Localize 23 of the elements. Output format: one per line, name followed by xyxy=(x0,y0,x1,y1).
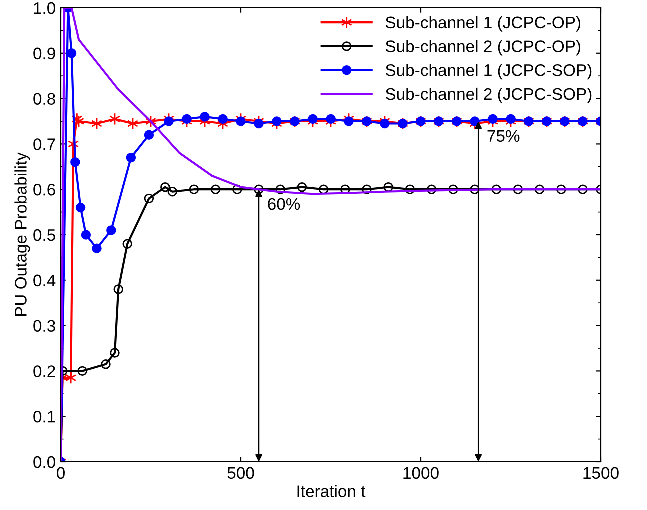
y-tick-label: 0.2 xyxy=(34,366,56,378)
x-tick-label: 1000 xyxy=(404,467,439,480)
y-tick-label: 1.0 xyxy=(34,2,56,14)
y-tick-label: 0.1 xyxy=(34,411,56,423)
y-tick-label: 0.8 xyxy=(34,93,56,106)
x-tick-label: 500 xyxy=(228,467,254,480)
y-tick-label: 0.0 xyxy=(34,456,56,468)
legend-label: Sub-channel 1 (JCPC-SOP) xyxy=(386,64,592,80)
x-axis-title: Iteration t xyxy=(298,485,366,498)
y-axis-title: PU Outage Probability xyxy=(14,152,30,316)
annotation: 60% xyxy=(268,198,300,210)
legend-label: Sub-channel 1 (JCPC-OP) xyxy=(386,16,581,32)
y-tick-label: 0.6 xyxy=(34,184,56,196)
y-tick-label: 0.7 xyxy=(34,138,56,150)
y-tick-label: 0.4 xyxy=(34,274,56,287)
x-tick-label: 1500 xyxy=(584,467,619,480)
annotation: 75% xyxy=(488,130,520,142)
y-tick-label: 0.3 xyxy=(34,320,56,332)
legend-label: Sub-channel 2 (JCPC-SOP) xyxy=(386,88,592,104)
legend-label: Sub-channel 2 (JCPC-OP) xyxy=(386,40,581,56)
y-tick-label: 0.9 xyxy=(34,48,56,60)
y-tick-label: 0.5 xyxy=(34,229,56,242)
x-tick-label: 0 xyxy=(57,467,65,480)
